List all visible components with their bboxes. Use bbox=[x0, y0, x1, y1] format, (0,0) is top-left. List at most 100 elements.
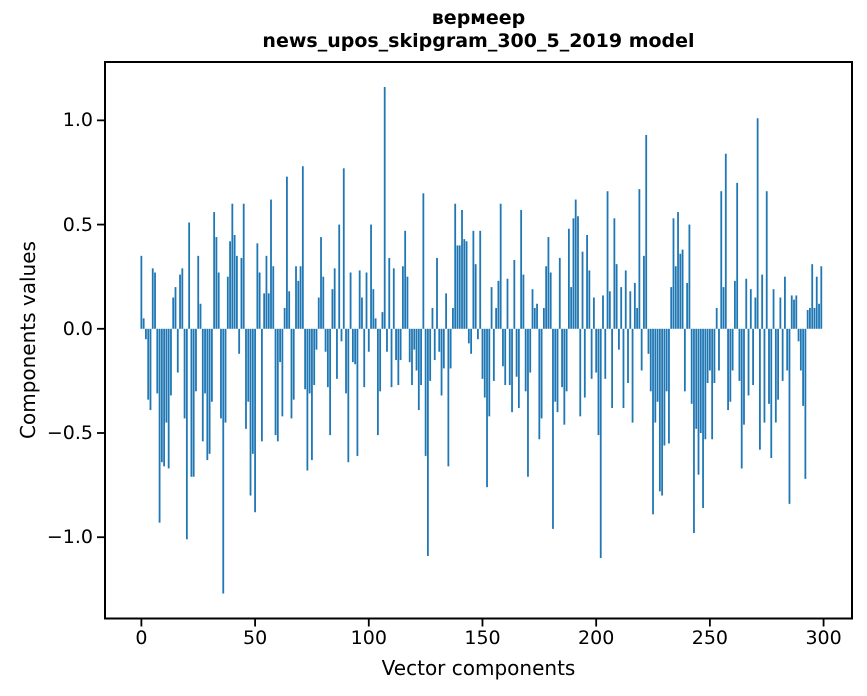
bar bbox=[420, 328, 422, 386]
y-tick-label: 0.0 bbox=[62, 317, 93, 340]
bar bbox=[215, 237, 218, 329]
bar bbox=[274, 328, 277, 436]
bar bbox=[770, 328, 773, 459]
y-tick-label: −0.5 bbox=[46, 422, 93, 444]
bar bbox=[452, 307, 454, 329]
bar bbox=[270, 199, 272, 329]
bar bbox=[456, 245, 459, 329]
bar bbox=[331, 289, 334, 329]
bar bbox=[395, 328, 397, 361]
bar bbox=[372, 289, 375, 329]
x-tick-label: 50 bbox=[243, 627, 268, 649]
bar bbox=[724, 153, 727, 329]
bar bbox=[276, 328, 279, 442]
chart-title-model: news_upos_skipgram_300_5_2019 model bbox=[262, 30, 695, 52]
bar bbox=[488, 328, 491, 417]
bar bbox=[699, 328, 702, 433]
bar bbox=[547, 237, 550, 329]
bar bbox=[224, 328, 227, 423]
bar bbox=[306, 328, 309, 471]
bar bbox=[233, 234, 236, 329]
bar bbox=[442, 328, 445, 369]
bar bbox=[618, 328, 620, 350]
bar bbox=[301, 166, 304, 329]
bar bbox=[433, 328, 436, 361]
bar bbox=[597, 328, 600, 436]
bar bbox=[267, 293, 270, 329]
bar bbox=[251, 328, 254, 454]
bar bbox=[588, 270, 591, 329]
bar bbox=[686, 282, 689, 329]
bar bbox=[679, 253, 682, 329]
bar bbox=[743, 328, 745, 425]
bar bbox=[417, 328, 420, 411]
bar bbox=[158, 328, 161, 523]
bar bbox=[199, 303, 202, 329]
bar bbox=[461, 209, 463, 329]
bar bbox=[422, 193, 425, 329]
bar bbox=[242, 203, 245, 329]
bar bbox=[142, 318, 145, 329]
bar bbox=[361, 297, 363, 329]
bar bbox=[317, 297, 320, 329]
bar bbox=[624, 270, 627, 329]
x-tick-label: 150 bbox=[464, 627, 501, 649]
bar bbox=[463, 239, 466, 329]
bar bbox=[176, 328, 179, 373]
bar bbox=[477, 328, 479, 340]
bar bbox=[490, 287, 493, 329]
bar bbox=[408, 328, 411, 363]
bar bbox=[536, 303, 538, 329]
bar bbox=[386, 328, 388, 352]
bar bbox=[347, 328, 350, 463]
bar bbox=[447, 328, 450, 467]
bar bbox=[190, 328, 193, 477]
bar bbox=[756, 118, 759, 329]
bar bbox=[556, 328, 559, 413]
bar bbox=[620, 287, 623, 329]
bar bbox=[206, 328, 209, 461]
bar bbox=[379, 328, 382, 392]
bar bbox=[445, 293, 447, 329]
bar bbox=[261, 328, 263, 442]
bar bbox=[472, 230, 475, 329]
bar bbox=[799, 328, 802, 371]
bar bbox=[561, 328, 563, 388]
bar bbox=[590, 328, 593, 379]
bar bbox=[231, 203, 234, 329]
bar bbox=[763, 328, 766, 423]
bar bbox=[718, 328, 720, 371]
bar bbox=[381, 312, 384, 329]
bar bbox=[297, 280, 300, 329]
bar bbox=[204, 328, 206, 394]
bar bbox=[483, 328, 486, 398]
x-tick-label: 300 bbox=[805, 627, 842, 649]
bar bbox=[479, 230, 482, 329]
bar bbox=[342, 168, 345, 329]
bar bbox=[367, 328, 370, 352]
bar bbox=[643, 255, 645, 329]
bar bbox=[145, 328, 147, 340]
bar bbox=[411, 328, 413, 386]
bar bbox=[351, 328, 354, 363]
bar bbox=[583, 328, 586, 398]
bar bbox=[745, 278, 748, 329]
bar bbox=[383, 87, 386, 329]
bar bbox=[502, 328, 504, 367]
bar bbox=[645, 134, 648, 329]
bar bbox=[499, 203, 502, 329]
y-tick-label: −1.0 bbox=[46, 526, 93, 549]
bar bbox=[390, 328, 393, 388]
bar bbox=[693, 328, 695, 534]
bar bbox=[156, 328, 159, 394]
bar bbox=[545, 266, 548, 329]
bar bbox=[147, 328, 150, 400]
bar bbox=[656, 328, 659, 402]
bar bbox=[740, 328, 743, 469]
bar bbox=[729, 328, 732, 402]
bar bbox=[606, 191, 609, 329]
bar bbox=[210, 328, 213, 402]
bar bbox=[201, 328, 204, 442]
bar bbox=[481, 328, 484, 379]
bar bbox=[529, 328, 532, 373]
